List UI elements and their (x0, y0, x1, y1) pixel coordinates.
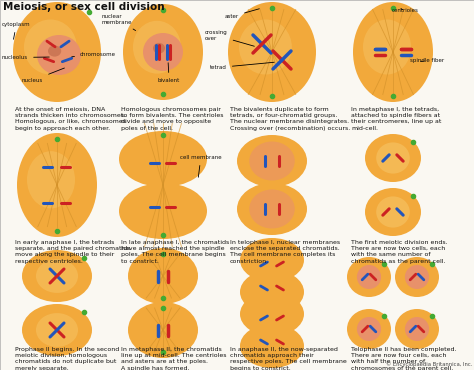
Text: crossing
over: crossing over (205, 30, 255, 46)
Ellipse shape (249, 141, 295, 181)
Ellipse shape (365, 188, 421, 236)
Text: Prophase II begins. In the second
meiotic division, homologous
chromatids do not: Prophase II begins. In the second meioti… (15, 347, 119, 370)
Text: In metaphase I, the tetrads,
attached to spindle fibers at
their centromeres, li: In metaphase I, the tetrads, attached to… (351, 107, 441, 131)
Text: nucleus: nucleus (22, 68, 64, 83)
Ellipse shape (27, 151, 75, 208)
Ellipse shape (405, 265, 429, 289)
Ellipse shape (22, 304, 92, 356)
Text: Meiosis, or sex cell division: Meiosis, or sex cell division (3, 2, 164, 12)
Ellipse shape (376, 142, 410, 174)
Ellipse shape (240, 270, 304, 314)
Ellipse shape (237, 135, 307, 187)
Ellipse shape (123, 4, 203, 100)
Text: nuclear
membrane: nuclear membrane (102, 14, 136, 31)
Ellipse shape (128, 248, 198, 304)
Text: In telophase I, nuclear membranes
enclose the separated chromatids.
The cell mem: In telophase I, nuclear membranes enclos… (230, 240, 340, 263)
Text: At the onset of meiosis, DNA
strands thicken into chromosomes.
Homologous, or li: At the onset of meiosis, DNA strands thi… (15, 107, 126, 131)
Ellipse shape (17, 133, 97, 237)
Text: The bivalents duplicate to form
tetrads, or four-chromatid groups.
The nuclear m: The bivalents duplicate to form tetrads,… (230, 107, 350, 131)
Text: tetrad: tetrad (210, 62, 274, 70)
Ellipse shape (119, 131, 207, 187)
Ellipse shape (363, 20, 411, 74)
Ellipse shape (128, 302, 198, 358)
Ellipse shape (240, 324, 304, 368)
Ellipse shape (36, 259, 78, 293)
Ellipse shape (119, 183, 207, 239)
Text: In late anaphase I, the chromatids
have almost reached the spindle
poles. The ce: In late anaphase I, the chromatids have … (121, 240, 229, 263)
Text: cell membrane: cell membrane (180, 155, 222, 177)
Ellipse shape (376, 196, 410, 228)
Ellipse shape (13, 2, 101, 102)
Ellipse shape (240, 292, 304, 336)
Ellipse shape (37, 35, 81, 75)
Text: In early anaphase I, the tetrads
separate, and the paired chromatids
move along : In early anaphase I, the tetrads separat… (15, 240, 130, 263)
Text: The first meiotic division ends.
There are now two cells, each
with the same num: The first meiotic division ends. There a… (351, 240, 447, 263)
Ellipse shape (353, 2, 433, 102)
Text: © Encyclopaedia Britannica, Inc.: © Encyclopaedia Britannica, Inc. (386, 361, 472, 367)
Text: centrioles: centrioles (392, 8, 419, 13)
Text: spindle fiber: spindle fiber (410, 58, 444, 63)
Ellipse shape (347, 257, 391, 297)
Ellipse shape (239, 20, 292, 74)
Text: nucleolus: nucleolus (2, 55, 49, 60)
Text: In metaphase II, the chromatids
line up at mid-cell. The centrioles
and asters a: In metaphase II, the chromatids line up … (121, 347, 227, 370)
Ellipse shape (395, 309, 439, 349)
Ellipse shape (143, 33, 183, 71)
Ellipse shape (240, 238, 304, 282)
Ellipse shape (24, 20, 77, 74)
Ellipse shape (228, 2, 316, 102)
Ellipse shape (22, 250, 92, 302)
Ellipse shape (347, 309, 391, 349)
Ellipse shape (357, 265, 381, 289)
Text: chromosome: chromosome (72, 52, 116, 57)
Ellipse shape (395, 257, 439, 297)
Ellipse shape (48, 46, 61, 57)
Ellipse shape (365, 134, 421, 182)
Ellipse shape (249, 189, 295, 229)
Ellipse shape (237, 183, 307, 235)
Text: cytoplasm: cytoplasm (2, 22, 31, 39)
Ellipse shape (153, 43, 165, 54)
Text: Homologous chromosomes pair
to form bivalents. The centrioles
divide and move to: Homologous chromosomes pair to form biva… (121, 107, 224, 131)
Ellipse shape (405, 317, 429, 341)
Ellipse shape (36, 313, 78, 347)
Text: In anaphase II, the now-separated
chromatids approach their
respective poles. Th: In anaphase II, the now-separated chroma… (230, 347, 347, 370)
Text: bivalent: bivalent (158, 63, 180, 83)
Ellipse shape (133, 21, 181, 74)
Ellipse shape (357, 317, 381, 341)
Text: Telophase II has been completed.
There are now four cells, each
with half the nu: Telophase II has been completed. There a… (351, 347, 456, 370)
Text: aster: aster (225, 9, 259, 19)
